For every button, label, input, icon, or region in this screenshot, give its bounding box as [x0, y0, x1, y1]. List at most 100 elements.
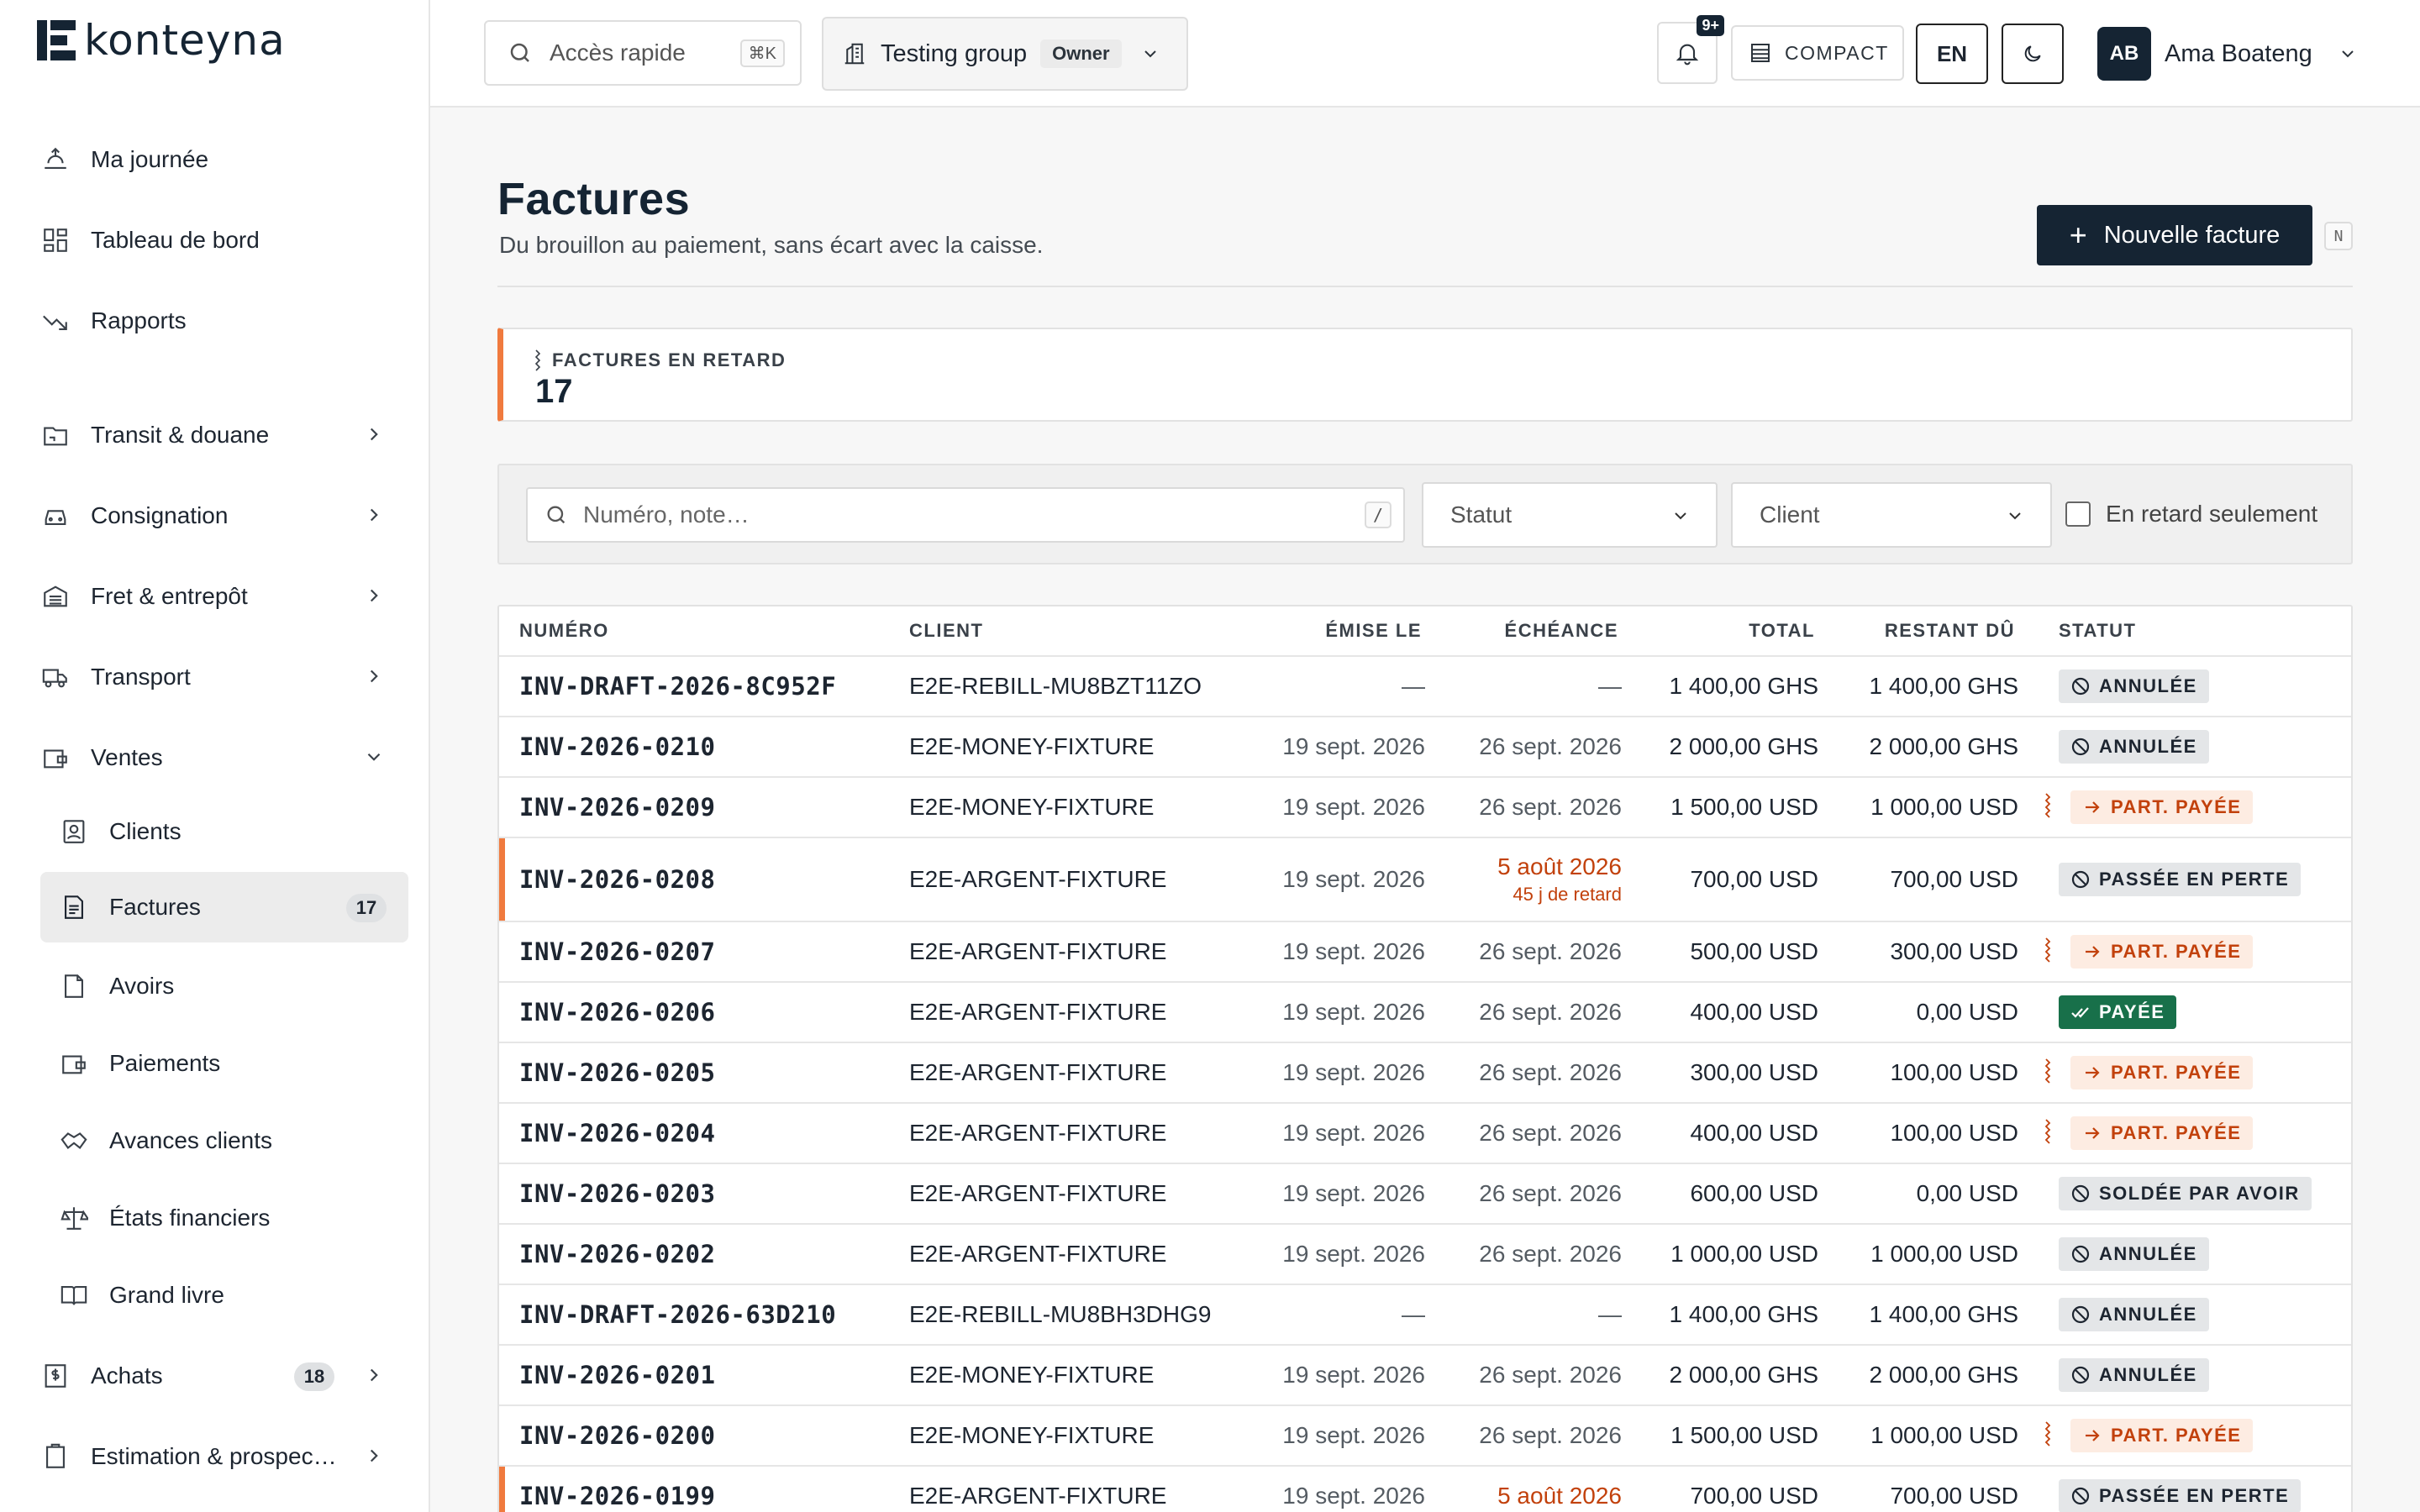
group-switcher[interactable]: Testing group Owner	[822, 17, 1188, 91]
status-badge: PART. PAYÉE	[2070, 1419, 2254, 1452]
nav-ma-journee[interactable]: Ma journée	[40, 124, 408, 195]
page-subtitle: Du brouillon au paiement, sans écart ave…	[499, 232, 1044, 258]
invoice-number-link[interactable]: INV-2026-0204	[519, 1119, 716, 1147]
topbar: Accès rapide ⌘K Testing group Owner 9+ C…	[430, 0, 2420, 108]
theme-toggle-button[interactable]	[2002, 24, 2064, 84]
table-row[interactable]: INV-2026-0201 E2E-MONEY-FIXTURE 19 sept. 2…	[499, 1344, 2351, 1404]
table-row[interactable]: INV-2026-0204 E2E-ARGENT-FIXTURE 19 sept. …	[499, 1102, 2351, 1163]
invoice-number-link[interactable]: INV-2026-0210	[519, 732, 716, 761]
user-menu[interactable]: AB Ama Boateng	[2097, 27, 2358, 81]
nav-tableau-de-bord[interactable]: Tableau de bord	[40, 205, 408, 276]
table-row[interactable]: INV-2026-0206 E2E-ARGENT-FIXTURE 19 sept. …	[499, 981, 2351, 1042]
quick-access-button[interactable]: Accès rapide ⌘K	[484, 20, 802, 86]
nav-avoirs[interactable]: Avoirs	[40, 951, 408, 1021]
notifications-button[interactable]: 9+	[1657, 15, 1724, 84]
col-header-issued[interactable]: ÉMISE LE	[1325, 620, 1422, 641]
search-field[interactable]: Numéro, note… /	[526, 487, 1405, 543]
issued-date: 19 sept. 2026	[1282, 733, 1425, 759]
col-header-status[interactable]: STATUT	[2059, 620, 2137, 641]
nav-factures[interactable]: Factures 17	[40, 872, 408, 942]
nav-rapports[interactable]: Rapports	[40, 286, 408, 356]
search-shortcut: /	[1364, 501, 1392, 528]
table-row[interactable]: INV-2026-0207 E2E-ARGENT-FIXTURE 19 sept. …	[499, 921, 2351, 981]
nav-clients[interactable]: Clients	[40, 796, 408, 867]
due-date: 26 sept. 2026	[1479, 1059, 1622, 1085]
status-badge: PART. PAYÉE	[2070, 1116, 2254, 1150]
arrow-right-icon	[2086, 1127, 2100, 1139]
nav-fret-entrepot[interactable]: Fret & entrepôt	[40, 561, 408, 632]
client-name: E2E-REBILL-MU8BZT11ZO	[909, 673, 1202, 699]
due-date-cell: 5 août 2026	[1497, 1467, 1622, 1512]
table-row[interactable]: INV-2026-0210 E2E-MONEY-FIXTURE 19 sept. 2…	[499, 716, 2351, 776]
zigzag-icon	[2044, 1421, 2051, 1446]
invoice-number-link[interactable]: INV-2026-0200	[519, 1421, 716, 1450]
table-row[interactable]: INV-2026-0200 E2E-MONEY-FIXTURE 19 sept. 2…	[499, 1404, 2351, 1465]
invoice-number-link[interactable]: INV-DRAFT-2026-8C952F	[519, 672, 837, 701]
table-row[interactable]: INV-2026-0199 E2E-ARGENT-FIXTURE 19 sept. …	[499, 1465, 2351, 1512]
col-header-number[interactable]: NUMÉRO	[519, 620, 609, 641]
invoice-number-link[interactable]: INV-2026-0203	[519, 1179, 716, 1208]
user-name: Ama Boateng	[2165, 39, 2312, 67]
invoice-number-link[interactable]: INV-2026-0202	[519, 1240, 716, 1268]
invoice-number-link[interactable]: INV-2026-0208	[519, 865, 716, 894]
sidebar: konteyna Ma journée Tableau de bord Rapp…	[0, 0, 430, 1512]
due-date-cell: 5 août 2026 45 j de retard	[1497, 838, 1622, 921]
table-row[interactable]: INV-2026-0205 E2E-ARGENT-FIXTURE 19 sept. …	[499, 1042, 2351, 1102]
table-row[interactable]: INV-2026-0203 E2E-ARGENT-FIXTURE 19 sept. …	[499, 1163, 2351, 1223]
nav-grand-livre[interactable]: Grand livre	[40, 1260, 408, 1331]
col-header-due[interactable]: ÉCHÉANCE	[1504, 620, 1618, 641]
table-row[interactable]: INV-2026-0202 E2E-ARGENT-FIXTURE 19 sept. …	[499, 1223, 2351, 1284]
nav-transit-douane[interactable]: Transit & douane	[40, 400, 408, 470]
clipboard-icon	[40, 1441, 71, 1472]
arrow-right-icon	[2086, 801, 2100, 813]
konteyna-logo-icon	[37, 20, 76, 60]
nav-paiements[interactable]: Paiements	[40, 1028, 408, 1099]
col-header-total[interactable]: TOTAL	[1749, 620, 1815, 641]
invoice-number-link[interactable]: INV-2026-0207	[519, 937, 716, 966]
status-cell: ANNULÉE	[2059, 717, 2209, 776]
invoice-number-link[interactable]: INV-DRAFT-2026-63D210	[519, 1300, 837, 1329]
group-role-badge: Owner	[1040, 39, 1122, 68]
zigzag-icon	[2044, 793, 2051, 818]
issued-date: 19 sept. 2026	[1282, 794, 1425, 820]
ban-icon	[2071, 870, 2090, 889]
language-button[interactable]: EN	[1916, 24, 1988, 84]
nav-etats-financiers[interactable]: États financiers	[40, 1183, 408, 1253]
due-date-cell: 26 sept. 2026	[1479, 1406, 1622, 1465]
new-invoice-button[interactable]: + Nouvelle facture	[2037, 205, 2312, 265]
invoice-number-link[interactable]: INV-2026-0206	[519, 998, 716, 1026]
table-row[interactable]: INV-2026-0208 E2E-ARGENT-FIXTURE 19 sept. …	[499, 837, 2351, 921]
invoice-number-link[interactable]: INV-2026-0205	[519, 1058, 716, 1087]
table-row[interactable]: INV-DRAFT-2026-8C952F E2E-REBILL-MU8BZT11…	[499, 655, 2351, 716]
nav-avances-clients[interactable]: Avances clients	[40, 1105, 408, 1176]
nav-transport[interactable]: Transport	[40, 642, 408, 712]
overdue-kpi-card[interactable]: FACTURES EN RETARD 17	[497, 328, 2353, 422]
nav-estimation[interactable]: Estimation & prospec…	[40, 1421, 408, 1492]
search-input[interactable]: Numéro, note…	[583, 501, 750, 528]
late-only-filter[interactable]: En retard seulement	[2065, 501, 2317, 528]
chevron-right-icon	[370, 428, 378, 441]
compact-toggle[interactable]: COMPACT	[1731, 25, 1904, 81]
invoice-number-link[interactable]: INV-2026-0201	[519, 1361, 716, 1389]
invoice-number-link[interactable]: INV-2026-0209	[519, 793, 716, 822]
factures-count-badge: 17	[346, 894, 387, 922]
zigzag-icon	[534, 349, 541, 371]
table-row[interactable]: INV-DRAFT-2026-63D210 E2E-REBILL-MU8BH3DH…	[499, 1284, 2351, 1344]
col-header-remaining[interactable]: RESTANT DÛ	[1884, 620, 2015, 641]
nav-consignation[interactable]: Consignation	[40, 480, 408, 551]
ban-icon	[2071, 677, 2090, 696]
invoice-number-link[interactable]: INV-2026-0199	[519, 1482, 716, 1510]
client-select[interactable]: Client	[1731, 482, 2052, 548]
client-name: E2E-ARGENT-FIXTURE	[909, 1059, 1167, 1085]
col-header-client[interactable]: CLIENT	[909, 620, 984, 641]
nav-ventes[interactable]: Ventes	[40, 722, 408, 793]
total-amount: 1 500,00 USD	[1670, 1422, 1818, 1448]
nav-achats[interactable]: Achats 18	[40, 1341, 408, 1411]
status-badge: SOLDÉE PAR AVOIR	[2059, 1177, 2312, 1210]
zigzag-icon	[2044, 1058, 2051, 1084]
late-only-checkbox[interactable]	[2065, 501, 2091, 527]
new-invoice-label: Nouvelle facture	[2103, 221, 2281, 249]
table-row[interactable]: INV-2026-0209 E2E-MONEY-FIXTURE 19 sept. 2…	[499, 776, 2351, 837]
brand-logo[interactable]: konteyna	[37, 16, 286, 65]
status-select[interactable]: Statut	[1422, 482, 1718, 548]
